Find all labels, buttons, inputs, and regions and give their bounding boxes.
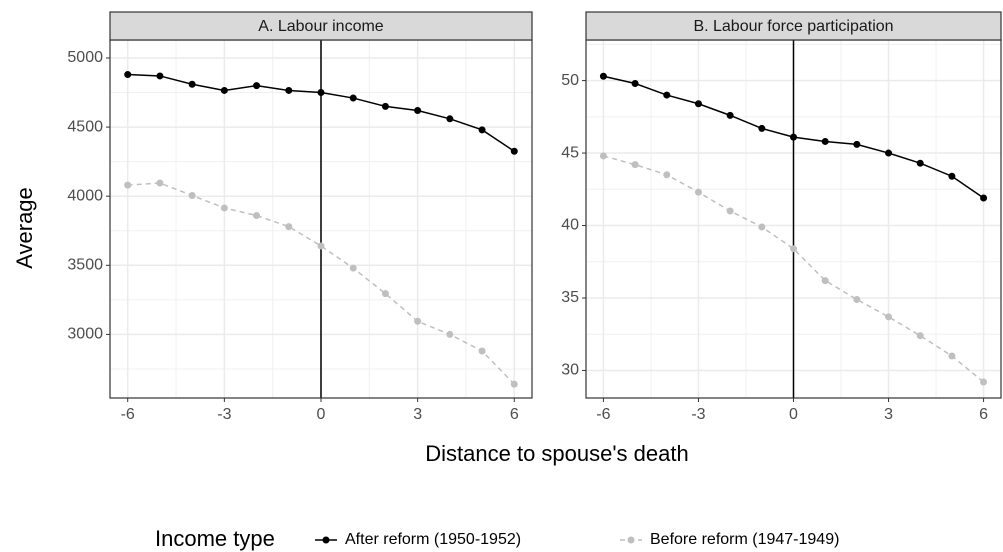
data-point xyxy=(694,188,702,196)
data-point xyxy=(948,172,956,180)
y-tick-label: 35 xyxy=(561,289,579,306)
data-point xyxy=(510,147,518,155)
data-point xyxy=(821,277,829,285)
y-tick-label: 3500 xyxy=(67,257,103,274)
data-point xyxy=(381,102,389,110)
data-point xyxy=(599,152,607,160)
data-point xyxy=(853,295,861,303)
legend-label: After reform (1950-1952) xyxy=(345,531,521,548)
y-tick-label: 4000 xyxy=(67,187,103,204)
data-point xyxy=(758,223,766,231)
x-tick-label: -3 xyxy=(691,406,705,423)
data-point xyxy=(220,86,228,94)
data-point xyxy=(980,378,988,386)
data-point xyxy=(381,290,389,298)
x-tick-label: 6 xyxy=(510,406,519,423)
data-point xyxy=(916,159,924,167)
data-point xyxy=(853,140,861,148)
data-point xyxy=(253,82,261,90)
data-point xyxy=(156,179,164,187)
data-point xyxy=(885,313,893,321)
data-point xyxy=(478,347,486,355)
data-point xyxy=(188,80,196,88)
legend-title: Income type xyxy=(155,526,275,551)
data-point xyxy=(317,89,325,97)
panel-title: A. Labour income xyxy=(258,18,384,35)
data-point xyxy=(510,380,518,388)
data-point xyxy=(885,149,893,157)
legend-key xyxy=(322,536,330,544)
x-tick-label: -6 xyxy=(596,406,610,423)
data-point xyxy=(631,79,639,87)
y-tick-label: 45 xyxy=(561,144,579,161)
strip xyxy=(109,11,533,41)
data-point xyxy=(916,332,924,340)
x-tick-label: 0 xyxy=(317,406,326,423)
data-point xyxy=(253,212,261,220)
x-tick-label: 6 xyxy=(979,406,988,423)
y-tick-label: 40 xyxy=(561,217,579,234)
data-point xyxy=(156,72,164,80)
panel-title: B. Labour force participation xyxy=(693,18,893,35)
data-point xyxy=(446,115,454,123)
y-tick-label: 3000 xyxy=(67,326,103,343)
data-point xyxy=(821,137,829,145)
data-point xyxy=(948,352,956,360)
data-point xyxy=(478,126,486,134)
data-point xyxy=(414,317,422,325)
data-point xyxy=(726,207,734,215)
data-point xyxy=(446,330,454,338)
data-point xyxy=(124,181,132,189)
data-point xyxy=(631,161,639,169)
y-tick-label: 30 xyxy=(561,362,579,379)
data-point xyxy=(790,133,797,141)
data-point xyxy=(726,111,734,119)
x-tick-label: 0 xyxy=(789,406,798,423)
y-tick-label: 50 xyxy=(561,72,579,89)
data-point xyxy=(188,192,196,200)
x-tick-label: -6 xyxy=(121,406,135,423)
y-axis-label: Average xyxy=(12,187,37,269)
data-point xyxy=(220,204,228,212)
data-point xyxy=(663,171,671,179)
data-point xyxy=(790,245,797,253)
data-point xyxy=(694,100,702,108)
strip xyxy=(585,11,1002,41)
data-point xyxy=(414,106,422,114)
data-point xyxy=(758,124,766,132)
x-axis-label: Distance to spouse's death xyxy=(425,441,688,466)
data-point xyxy=(124,71,132,79)
y-tick-label: 5000 xyxy=(67,49,103,66)
data-point xyxy=(349,264,357,272)
y-tick-label: 4500 xyxy=(67,118,103,135)
legend-label: Before reform (1947-1949) xyxy=(650,531,839,548)
x-tick-label: 3 xyxy=(413,406,422,423)
data-point xyxy=(317,242,325,250)
data-point xyxy=(285,86,293,94)
data-point xyxy=(663,91,671,99)
data-point xyxy=(285,223,293,231)
data-point xyxy=(980,194,988,202)
legend-key xyxy=(627,536,635,544)
data-point xyxy=(349,94,357,102)
x-tick-label: 3 xyxy=(884,406,893,423)
x-tick-label: -3 xyxy=(217,406,231,423)
data-point xyxy=(599,72,607,80)
